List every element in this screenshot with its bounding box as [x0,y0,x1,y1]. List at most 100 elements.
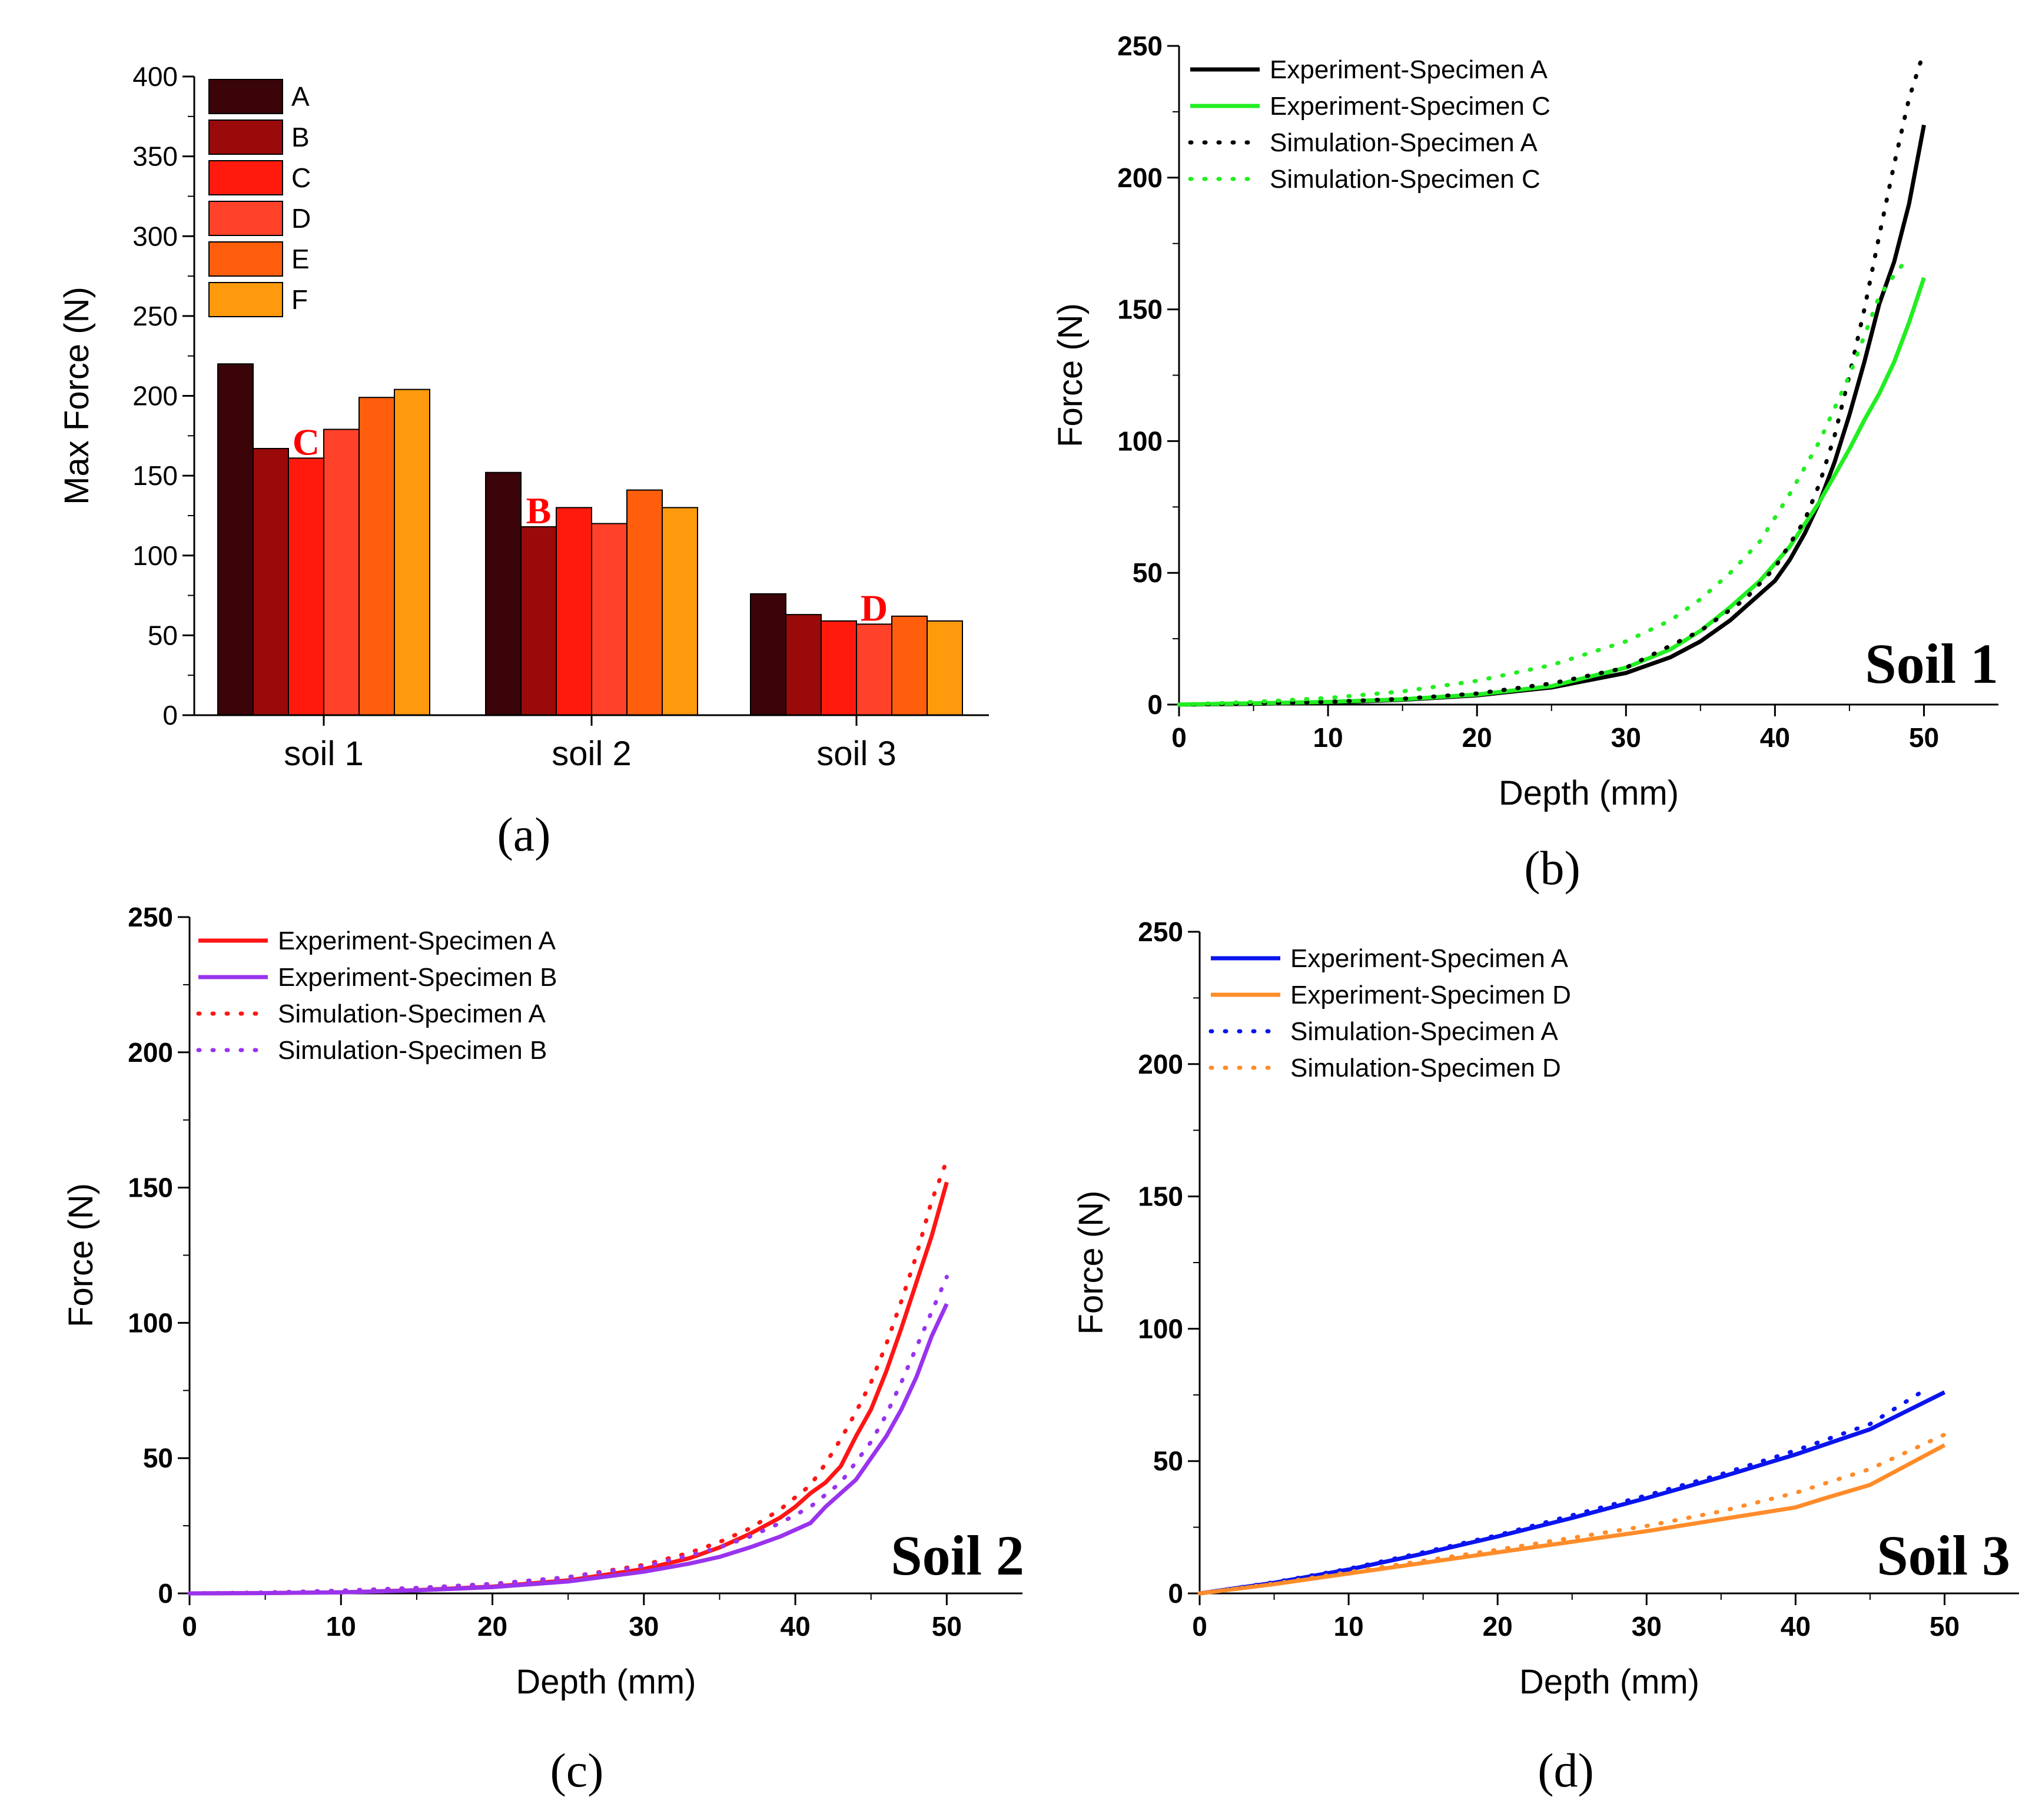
legend-label-experiment-specimen-d: Experiment-Specimen D [1290,981,1571,1009]
legend-label-B: B [291,122,310,152]
bar-D-soil-2 [591,523,627,716]
legend-swatch-D [208,201,283,236]
y-tick-label: 150 [1117,294,1163,325]
legend-swatch-A [208,79,283,114]
bar-E-soil-3 [891,615,928,716]
panel-d-soil-tag: Soil 3 [1877,1524,2010,1587]
bar-D-soil-1 [323,429,360,716]
y-axis-title: Force (N) [62,1183,100,1327]
legend-label-experiment-specimen-a: Experiment-Specimen A [278,926,556,955]
y-tick-label: 50 [148,620,178,650]
bar-C-soil-2 [556,507,592,716]
y-tick-label: 100 [132,540,178,571]
series-line-experiment-specimen-a [1178,124,1926,707]
y-tick-label: 200 [1117,162,1163,193]
x-category-label: soil 3 [816,735,896,773]
y-tick-label: 0 [1147,689,1163,720]
x-axis-title: Depth (mm) [1519,1663,1699,1701]
bar-A-soil-1 [217,363,254,716]
y-tick-label: 300 [132,221,178,251]
y-tick-label: 0 [158,1578,173,1609]
bar-C-soil-3 [821,620,857,716]
y-tick-label: 150 [132,460,178,491]
x-tick-label: 20 [1483,1611,1513,1642]
series-line-simulation-specimen-a [187,1158,949,1596]
legend-swatch-C [208,160,283,195]
bar-A-soil-2 [485,471,522,716]
panel-c-line-chart: 0 10 20 30 40 50 0 50 100 150 200 250 Depth (mm) Forc… [62,902,1022,1701]
x-tick-label: 20 [1462,722,1492,753]
x-tick-label: 40 [1760,722,1790,753]
y-axis-title: Force (N) [1072,1191,1110,1335]
bar-annotation-D: D [861,587,888,629]
series-line-simulation-specimen-c [1177,254,1911,707]
y-tick-label: 150 [128,1173,173,1203]
bar-annotation-B: B [526,490,552,532]
legend-label-experiment-specimen-a: Experiment-Specimen A [1290,944,1569,973]
x-category-label: soil 1 [284,735,363,773]
bar-annotation-C: C [293,421,320,463]
bar-B-soil-2 [520,526,557,716]
series-line-experiment-specimen-b [189,1303,949,1596]
legend-label-C: C [291,162,311,193]
x-tick-label: 30 [1632,1611,1662,1642]
bar-F-soil-2 [662,507,698,716]
panel-b-line-chart: 0 10 20 30 40 50 0 50 100 150 200 250 Depth (mm) Forc… [1051,31,1998,812]
legend-label-simulation-specimen-a: Simulation-Specimen A [1290,1017,1559,1046]
legend-label-simulation-specimen-c: Simulation-Specimen C [1270,165,1540,194]
y-tick-label: 100 [1117,426,1163,456]
y-tick-label: 200 [128,1037,173,1068]
y-tick-label: 400 [132,61,178,92]
series-line-experiment-specimen-c [1178,277,1926,707]
series-line-simulation-specimen-a [1197,1384,1932,1596]
legend-label-F: F [291,284,308,315]
x-tick-label: 50 [1930,1611,1960,1642]
y-tick-label: 100 [128,1307,173,1338]
y-tick-label: 100 [1138,1313,1183,1344]
x-category-label: soil 2 [552,735,631,773]
series-line-simulation-specimen-b [187,1274,949,1596]
x-tick-label: 50 [1909,722,1939,753]
legend-swatch-E [208,241,283,277]
x-tick-label: 40 [1781,1611,1811,1642]
x-tick-label: 10 [1313,722,1343,753]
bar-D-soil-3 [856,623,892,716]
y-tick-label: 150 [1138,1181,1183,1212]
legend-swatch-B [208,119,283,155]
bar-C-soil-1 [288,457,324,716]
y-tick-label: 250 [1138,916,1183,947]
panel-a-bar-chart: soil 1 soil 2 soil 3 0 50 100 150 200 250 300 350 4… [58,61,989,773]
y-tick-label: 50 [1133,557,1163,588]
y-tick-label: 50 [1153,1446,1183,1476]
legend-label-simulation-specimen-b: Simulation-Specimen B [278,1036,547,1065]
x-tick-label: 30 [1611,722,1641,753]
series-line-experiment-specimen-d [1199,1443,1946,1596]
bar-B-soil-3 [785,614,822,716]
y-axis-title: Force (N) [1051,303,1090,447]
panel-b-caption: (b) [1524,841,1581,895]
series-line-simulation-specimen-d [1197,1432,1947,1596]
y-tick-label: 0 [162,700,178,730]
y-tick-label: 250 [1117,31,1163,61]
y-tick-label: 200 [132,381,178,411]
y-tick-label: 0 [1168,1578,1183,1609]
y-tick-label: 350 [132,141,178,172]
legend-label-E: E [291,244,310,274]
panel-b-soil-tag: Soil 1 [1865,632,1998,695]
legend-label-A: A [291,81,310,112]
y-axis-title: Max Force (N) [58,287,96,505]
y-tick-label: 250 [132,301,178,331]
y-tick-label: 50 [143,1443,173,1473]
panel-a-caption: (a) [497,808,550,861]
y-tick-label: 200 [1138,1049,1183,1080]
panel-c-caption: (c) [550,1743,603,1797]
bar-F-soil-1 [394,388,430,716]
x-tick-label: 0 [1171,722,1187,753]
panel-d-caption: (d) [1538,1743,1594,1797]
legend-swatch-F [208,282,283,317]
legend-label-experiment-specimen-b: Experiment-Specimen B [278,963,557,992]
legend-label-D: D [291,203,311,234]
x-tick-label: 50 [932,1611,962,1642]
bar-E-soil-1 [358,397,395,716]
